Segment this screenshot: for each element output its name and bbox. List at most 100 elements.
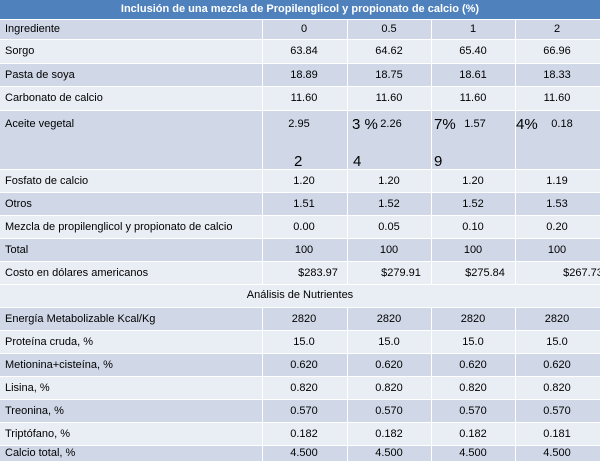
table-cell: 18.61 (459, 69, 487, 81)
table-cell: 4.500 (459, 447, 487, 459)
table-row: Total 100 100 100 100 (0, 239, 600, 261)
column-divider (347, 331, 348, 353)
column-divider (347, 111, 348, 169)
table-cell: 0.570 (290, 405, 318, 417)
column-divider (347, 446, 348, 461)
table-cell: 0.570 (459, 405, 487, 417)
column-divider (431, 239, 432, 261)
column-divider (431, 308, 432, 330)
table-row: Sorgo 63.84 64.62 65.40 66.96 (0, 40, 600, 63)
table-row: Treonina, % 0.570 0.570 0.570 0.570 (0, 400, 600, 422)
column-divider (431, 170, 432, 192)
row-label: Metionina+cisteína, % (5, 359, 113, 371)
table-row: Calcio total, % 4.500 4.500 4.500 4.500 (0, 446, 600, 461)
table-cell: 2820 (376, 313, 402, 325)
row-divider (0, 353, 600, 354)
table-row: Proteína cruda, % 15.0 15.0 15.0 15.0 (0, 331, 600, 353)
table-cell: 1.19 (546, 175, 568, 187)
table-cell: 0.05 (378, 221, 400, 233)
column-divider (515, 308, 516, 330)
table-row: Mezcla de propilenglicol y propionato de… (0, 216, 600, 238)
row-divider (0, 330, 600, 331)
table-cell: 1.20 (462, 175, 484, 187)
table-cell: 64.62 (375, 45, 403, 57)
column-divider (347, 262, 348, 284)
column-divider (515, 262, 516, 284)
table-cell: 0.820 (543, 382, 571, 394)
table-row: Triptófano, % 0.182 0.182 0.182 0.181 (0, 423, 600, 445)
table-cell: 0.620 (375, 359, 403, 371)
row-divider (0, 261, 600, 262)
row-divider (0, 284, 600, 285)
table-cell: 0.18 (551, 118, 573, 130)
table-cell: 2.95 (288, 118, 310, 130)
column-divider (431, 111, 432, 169)
column-divider (515, 377, 516, 399)
column-divider (347, 216, 348, 238)
column-divider (515, 40, 516, 63)
table-cell: $283.97 (298, 267, 338, 279)
column-divider (347, 239, 348, 261)
table-cell: $279.91 (381, 267, 421, 279)
column-divider (347, 193, 348, 215)
column-divider (347, 400, 348, 422)
table-cell: 63.84 (290, 45, 318, 57)
column-divider (431, 64, 432, 86)
column-divider (515, 193, 516, 215)
column-divider (515, 423, 516, 445)
table-cell: 18.89 (290, 69, 318, 81)
table-cell: 0.20 (546, 221, 568, 233)
column-divider (347, 308, 348, 330)
column-divider (262, 308, 263, 330)
row-divider (0, 169, 600, 170)
column-divider (262, 64, 263, 86)
table-cell: 65.40 (459, 45, 487, 57)
column-divider (431, 446, 432, 461)
table-cell: 0.570 (543, 405, 571, 417)
row-label: Pasta de soya (5, 69, 75, 81)
overlay-text: 9 (434, 153, 443, 170)
column-divider (515, 111, 516, 169)
column-divider (262, 354, 263, 376)
table-row: Fosfato de calcio 1.20 1.20 1.20 1.19 (0, 170, 600, 192)
column-divider (515, 216, 516, 238)
table-cell: 18.33 (543, 69, 571, 81)
column-divider (347, 40, 348, 63)
table-cell: 4.500 (375, 447, 403, 459)
column-divider (262, 111, 263, 169)
row-divider (0, 238, 600, 239)
table-cell: 15.0 (378, 336, 400, 348)
row-label: Fosfato de calcio (5, 175, 89, 187)
column-divider (515, 20, 516, 39)
table-cell: 0.820 (290, 382, 318, 394)
column-divider (262, 239, 263, 261)
column-divider (262, 400, 263, 422)
overlay-text: 2 (294, 153, 303, 170)
row-label: Mezcla de propilenglicol y propionato de… (5, 221, 233, 233)
table-cell: 0.10 (462, 221, 484, 233)
column-divider (262, 331, 263, 353)
table-row: Costo en dólares americanos $283.97 $279.9… (0, 262, 600, 284)
table-cell: 100 (463, 244, 483, 256)
column-divider (262, 216, 263, 238)
table-cell: 0.620 (543, 359, 571, 371)
column-divider (347, 354, 348, 376)
column-divider (347, 377, 348, 399)
table-cell: 1.52 (462, 198, 484, 210)
table-cell: 0.820 (459, 382, 487, 394)
table-cell: 11.60 (375, 92, 403, 104)
column-divider (431, 423, 432, 445)
column-divider (262, 377, 263, 399)
row-divider (0, 422, 600, 423)
table-cell: 1 (469, 23, 477, 35)
section-title: Análisis de Nutrientes (246, 289, 354, 301)
table-cell: 0.820 (375, 382, 403, 394)
table-cell: 1.51 (293, 198, 315, 210)
table-cell: 2820 (291, 313, 317, 325)
row-divider (0, 307, 600, 308)
column-divider (515, 170, 516, 192)
column-divider (515, 239, 516, 261)
table-cell: $267.73 (563, 267, 600, 279)
table-cell: 11.60 (459, 92, 487, 104)
column-divider (262, 20, 263, 39)
